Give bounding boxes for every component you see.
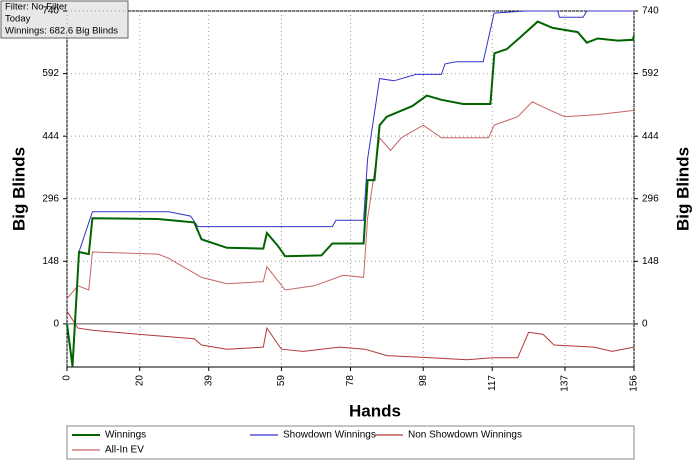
x-tick-label: 59	[276, 375, 287, 387]
x-axis-label: Hands	[349, 401, 401, 420]
x-tick-label: 0	[62, 375, 73, 381]
y-tick-label: 148	[42, 256, 59, 267]
legend-label: All-In EV	[105, 445, 144, 456]
legend-label: Showdown Winnings	[283, 430, 376, 441]
x-tick-label: 156	[629, 375, 640, 392]
legend-frame	[66, 425, 635, 460]
series-line	[66, 101, 635, 299]
series-line	[66, 20, 635, 367]
y-tick-label: 740	[42, 6, 59, 17]
info-line: Winnings: 682.6 Big Blinds	[5, 26, 118, 37]
x-tick-label: 117	[487, 375, 498, 391]
y-tick-label: 592	[42, 68, 59, 79]
y2-axis-label: Big Blinds	[673, 147, 692, 231]
y2-tick-label: 0	[642, 319, 648, 330]
y2-tick-label: 148	[642, 256, 659, 267]
y-tick-label: 444	[42, 131, 59, 142]
legend-label: Non Showdown Winnings	[408, 430, 522, 441]
info-line: Today	[5, 14, 31, 25]
y2-tick-label: 592	[642, 68, 659, 79]
legend-label: Winnings	[105, 430, 146, 441]
series-line	[66, 310, 635, 361]
x-tick-label: 78	[345, 375, 356, 387]
y2-tick-label: 444	[642, 131, 659, 142]
x-tick-label: 39	[203, 375, 214, 387]
info-line: Filter: No Filter	[5, 2, 67, 13]
y-tick-label: 296	[42, 193, 59, 204]
y-axis-label: Big Blinds	[9, 147, 28, 231]
info-box-frame	[0, 0, 129, 39]
y2-tick-label: 296	[642, 193, 659, 204]
plot-frame	[66, 10, 635, 368]
x-tick-label: 98	[418, 375, 429, 387]
y-tick-label: 0	[53, 319, 59, 330]
y2-tick-label: 740	[642, 6, 659, 17]
x-tick-label: 137	[560, 375, 571, 392]
series-line	[66, 10, 634, 367]
x-tick-label: 20	[134, 375, 145, 387]
